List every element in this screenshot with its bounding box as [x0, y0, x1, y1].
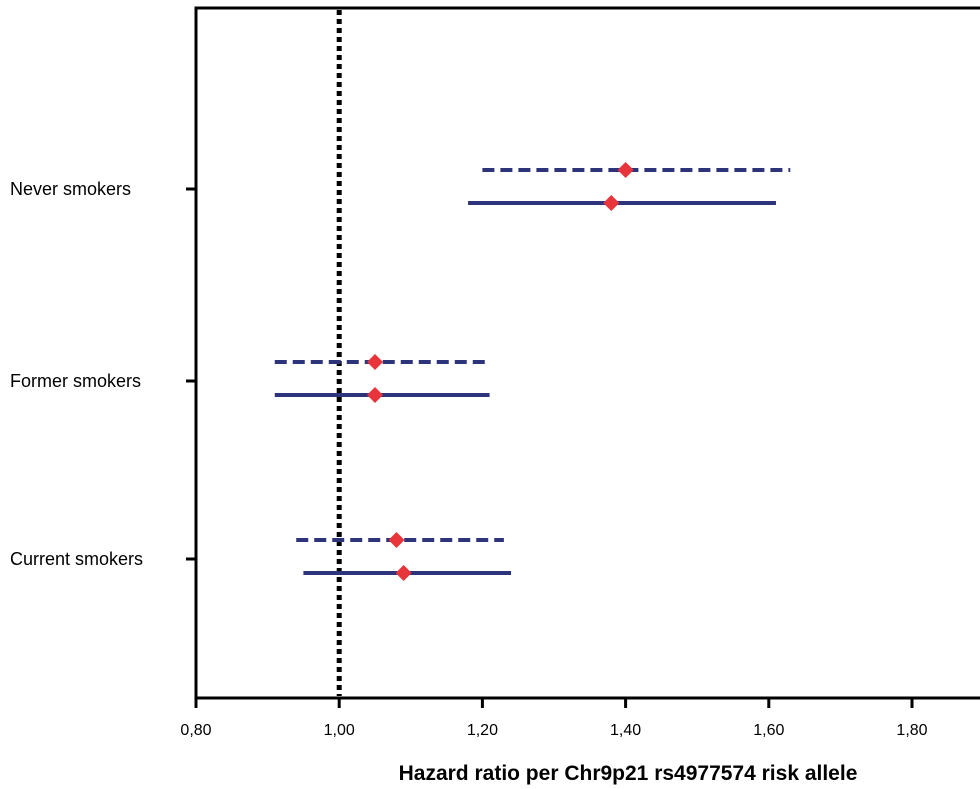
category-label: Former smokers	[10, 371, 141, 391]
plot-frame	[194, 6, 980, 700]
category-label: Never smokers	[10, 179, 131, 199]
x-tick-label: 1,20	[467, 722, 498, 739]
estimate-diamond-marker	[395, 565, 412, 581]
x-tick-label: 1,80	[896, 722, 927, 739]
series-layer	[274, 162, 791, 581]
x-tick-label: 1,00	[324, 722, 355, 739]
estimate-diamond-marker	[603, 195, 620, 211]
estimate-diamond-marker	[388, 532, 405, 548]
estimate-diamond-marker	[617, 162, 634, 178]
x-axis: 0,80 1,00 1,20 1,40 1,60 1,80	[180, 698, 928, 739]
x-tick-label: 0,80	[180, 722, 211, 739]
estimate-diamond-marker	[367, 387, 383, 403]
x-tick-label: 1,60	[753, 722, 784, 739]
category-label: Current smokers	[10, 549, 143, 569]
estimate-diamond-marker	[367, 354, 383, 370]
category-axis: Never smokers Former smokers Current smoke…	[10, 179, 196, 569]
x-axis-title: Hazard ratio per Chr9p21 rs4977574 risk …	[399, 762, 858, 785]
x-tick-label: 1,40	[610, 722, 641, 739]
